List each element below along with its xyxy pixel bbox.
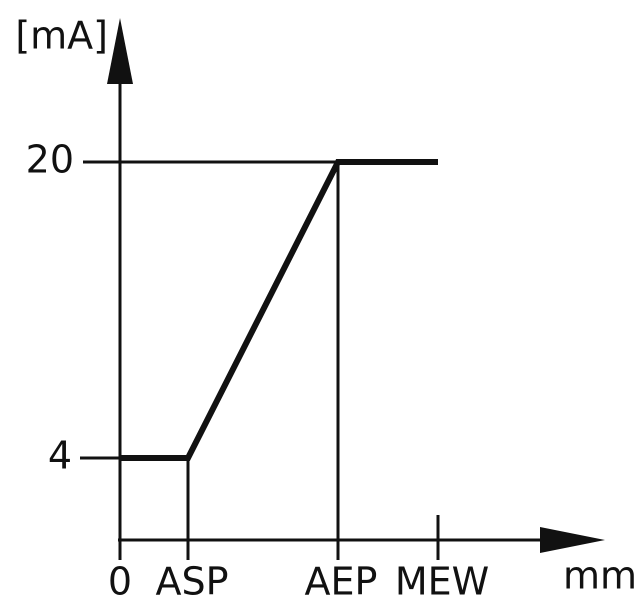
y-tick-label: 4 xyxy=(48,434,72,478)
x-tick-label: 0 xyxy=(108,560,132,604)
y-axis-arrow xyxy=(107,18,133,84)
y-axis-label: I [mA] xyxy=(0,14,108,58)
output-curve xyxy=(120,159,438,461)
y-tick-label: 20 xyxy=(26,138,74,182)
x-axis-arrow xyxy=(540,527,605,553)
x-tick-label: MEW xyxy=(395,560,489,604)
x-tick-label: ASP xyxy=(155,560,228,604)
x-axis-label: mm xyxy=(563,554,637,598)
x-tick-label: AEP xyxy=(305,560,378,604)
